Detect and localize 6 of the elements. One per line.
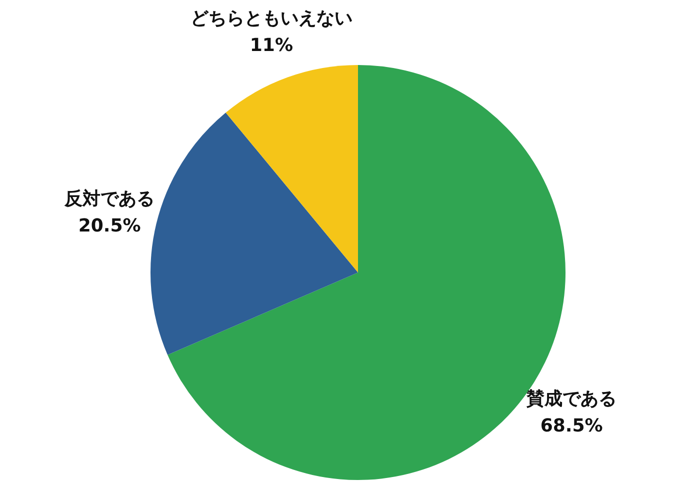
- slice-label: 賛成である: [526, 388, 617, 410]
- data-label: 11%: [250, 34, 293, 56]
- slice-label: どちらともいえない: [190, 8, 352, 29]
- data-label: 68.5%: [540, 415, 603, 436]
- slice-label: 反対である: [64, 188, 155, 210]
- data-label: 20.5%: [78, 216, 141, 237]
